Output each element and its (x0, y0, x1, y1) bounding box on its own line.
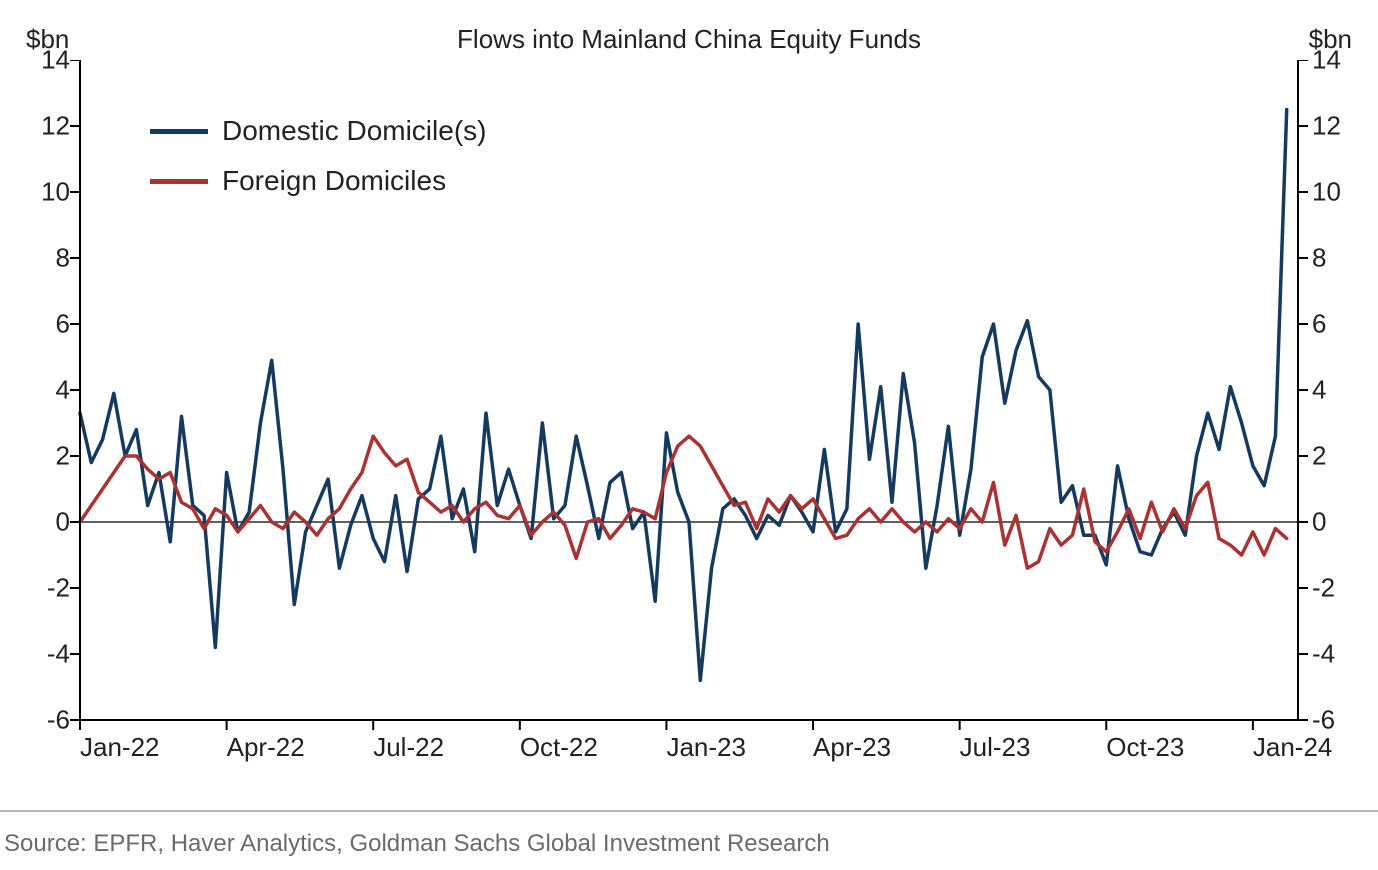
chart-legend: Domestic Domicile(s) Foreign Domiciles (150, 115, 486, 215)
x-tick-label: Apr-22 (227, 732, 305, 763)
x-tick-label: Jul-22 (373, 732, 444, 763)
y-tick-right: 8 (1312, 243, 1372, 274)
x-tick-label: Oct-23 (1106, 732, 1184, 763)
series-line-1 (80, 436, 1287, 568)
y-tick-right: 10 (1312, 177, 1372, 208)
page: $bn Flows into Mainland China Equity Fun… (0, 0, 1378, 870)
y-tick-left: -2 (10, 573, 70, 604)
x-tick-label: Jan-24 (1253, 732, 1333, 763)
y-tick-left: 10 (10, 177, 70, 208)
y-tick-left: -4 (10, 639, 70, 670)
x-tick-label: Oct-22 (520, 732, 598, 763)
legend-item-0: Domestic Domicile(s) (150, 115, 486, 147)
y-tick-left: -6 (10, 705, 70, 736)
y-tick-left: 14 (10, 45, 70, 76)
y-tick-left: 4 (10, 375, 70, 406)
y-tick-left: 12 (10, 111, 70, 142)
y-tick-left: 6 (10, 309, 70, 340)
legend-label: Domestic Domicile(s) (222, 115, 486, 147)
x-tick-label: Jul-23 (960, 732, 1031, 763)
chart-title: Flows into Mainland China Equity Funds (0, 24, 1378, 55)
y-tick-left: 8 (10, 243, 70, 274)
y-tick-left: 2 (10, 441, 70, 472)
y-tick-right: 12 (1312, 111, 1372, 142)
x-tick-label: Jan-23 (666, 732, 746, 763)
source-divider (0, 810, 1378, 812)
legend-label: Foreign Domiciles (222, 165, 446, 197)
y-tick-right: 2 (1312, 441, 1372, 472)
y-tick-right: -6 (1312, 705, 1372, 736)
legend-item-1: Foreign Domiciles (150, 165, 486, 197)
y-tick-right: 6 (1312, 309, 1372, 340)
y-tick-left: 0 (10, 507, 70, 538)
y-tick-right: 0 (1312, 507, 1372, 538)
y-tick-right: -2 (1312, 573, 1372, 604)
y-tick-right: 4 (1312, 375, 1372, 406)
y-tick-right: -4 (1312, 639, 1372, 670)
y-tick-right: 14 (1312, 45, 1372, 76)
source-text: Source: EPFR, Haver Analytics, Goldman S… (4, 830, 830, 858)
legend-swatch (150, 179, 208, 184)
x-tick-label: Apr-23 (813, 732, 891, 763)
legend-swatch (150, 129, 208, 134)
x-tick-label: Jan-22 (80, 732, 160, 763)
